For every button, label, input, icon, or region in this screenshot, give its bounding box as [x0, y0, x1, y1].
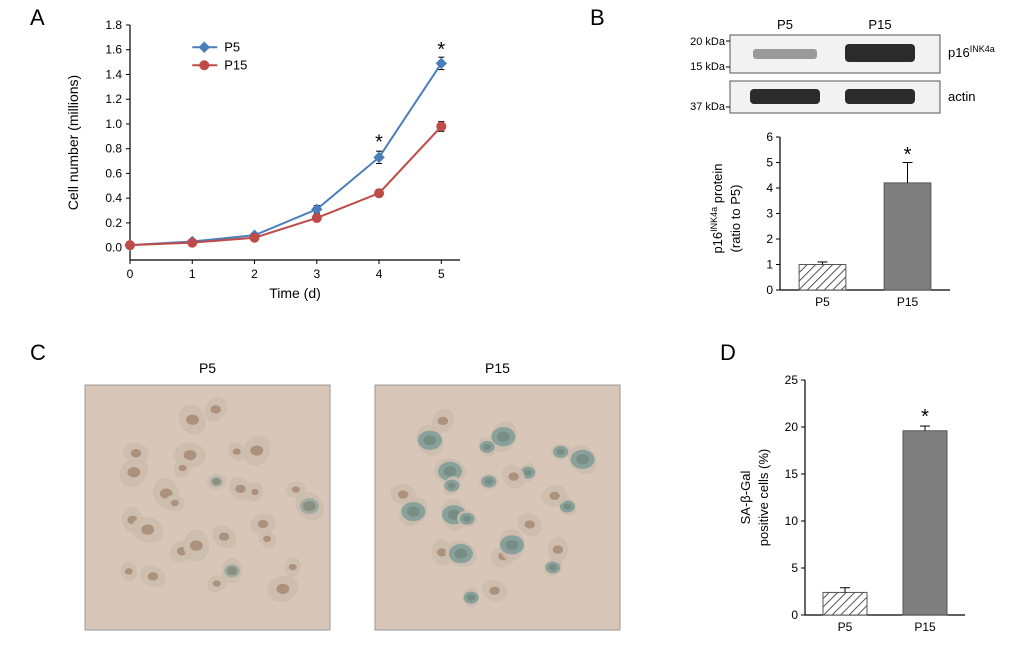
svg-text:0.8: 0.8 [105, 142, 122, 156]
svg-text:15 kDa: 15 kDa [690, 61, 726, 73]
svg-text:0.4: 0.4 [105, 191, 122, 205]
svg-text:P5: P5 [838, 620, 853, 634]
bar-P5 [799, 265, 846, 291]
panel-label-b: B [590, 5, 605, 31]
panel-label-c: C [30, 340, 46, 366]
svg-text:1.4: 1.4 [105, 67, 122, 81]
panel-d-chart: 0 5 10 15 20 25 P5 P15 * SA-β-Galpositive cells (… [730, 360, 1010, 650]
svg-text:0.2: 0.2 [105, 216, 122, 230]
svg-text:P15: P15 [485, 360, 510, 376]
svg-text:0.6: 0.6 [105, 166, 122, 180]
svg-text:Time (d): Time (d) [269, 285, 321, 301]
svg-text:5: 5 [766, 156, 773, 170]
svg-text:4: 4 [766, 181, 773, 195]
bar-P15 [903, 431, 947, 615]
panel-c-images: P5 P15 [75, 355, 635, 655]
svg-text:2: 2 [251, 267, 258, 281]
svg-text:20: 20 [785, 420, 799, 434]
svg-text:1.0: 1.0 [105, 117, 122, 131]
svg-text:0.0: 0.0 [105, 241, 122, 255]
svg-text:3: 3 [766, 207, 773, 221]
svg-text:6: 6 [766, 130, 773, 144]
svg-text:0: 0 [791, 608, 798, 622]
svg-text:P5: P5 [815, 295, 830, 309]
svg-text:positive cells (%): positive cells (%) [756, 449, 771, 547]
panel-a-chart: 0.0 0.2 0.4 0.6 0.8 1.0 1.2 1.4 1.6 1.8 0 1 2 3 4 5 Time… [60, 10, 480, 310]
svg-text:5: 5 [791, 561, 798, 575]
panel-b-blot: P5 P15 20 kDa 15 kDa p16INK4a 37 kDa actin [610, 15, 1010, 135]
svg-text:1.6: 1.6 [105, 43, 122, 57]
svg-text:1.2: 1.2 [105, 92, 122, 106]
bar-P15 [884, 183, 931, 290]
svg-text:37 kDa: 37 kDa [690, 101, 726, 113]
svg-text:*: * [921, 406, 929, 428]
svg-text:1: 1 [766, 258, 773, 272]
panel-b-chart: 0 1 2 3 4 5 6 P5 P15 * p16INK4a protein(ratio to P… [700, 125, 1010, 315]
svg-text:*: * [375, 132, 383, 154]
svg-text:1: 1 [189, 267, 196, 281]
svg-text:Cell number (millions): Cell number (millions) [65, 75, 81, 210]
svg-text:P5: P5 [199, 360, 216, 376]
svg-text:P15: P15 [868, 17, 891, 32]
svg-text:*: * [904, 144, 912, 166]
svg-text:*: * [437, 39, 445, 61]
svg-text:(ratio to P5): (ratio to P5) [728, 185, 743, 253]
svg-text:25: 25 [785, 373, 799, 387]
svg-text:P15: P15 [897, 295, 919, 309]
svg-text:P15: P15 [914, 620, 936, 634]
svg-text:P5: P5 [224, 39, 240, 54]
figure: A B C D 0.00.20.40.60.81.01.21.41.61.801… [0, 0, 1020, 661]
svg-text:0: 0 [766, 283, 773, 297]
svg-text:5: 5 [438, 267, 445, 281]
svg-text:SA-β-Gal: SA-β-Gal [738, 471, 753, 525]
svg-text:actin: actin [948, 89, 975, 104]
svg-text:3: 3 [313, 267, 320, 281]
svg-text:15: 15 [785, 467, 799, 481]
svg-text:2: 2 [766, 232, 773, 246]
svg-text:4: 4 [376, 267, 383, 281]
svg-text:p16INK4a protein: p16INK4a protein [709, 163, 725, 253]
svg-text:20 kDa: 20 kDa [690, 36, 726, 48]
panel-label-a: A [30, 5, 45, 31]
svg-text:P5: P5 [777, 17, 793, 32]
svg-text:0: 0 [127, 267, 134, 281]
svg-text:1.8: 1.8 [105, 18, 122, 32]
svg-text:10: 10 [785, 514, 799, 528]
svg-text:P15: P15 [224, 57, 247, 72]
bar-P5 [823, 592, 867, 615]
svg-text:p16INK4a: p16INK4a [948, 44, 995, 60]
